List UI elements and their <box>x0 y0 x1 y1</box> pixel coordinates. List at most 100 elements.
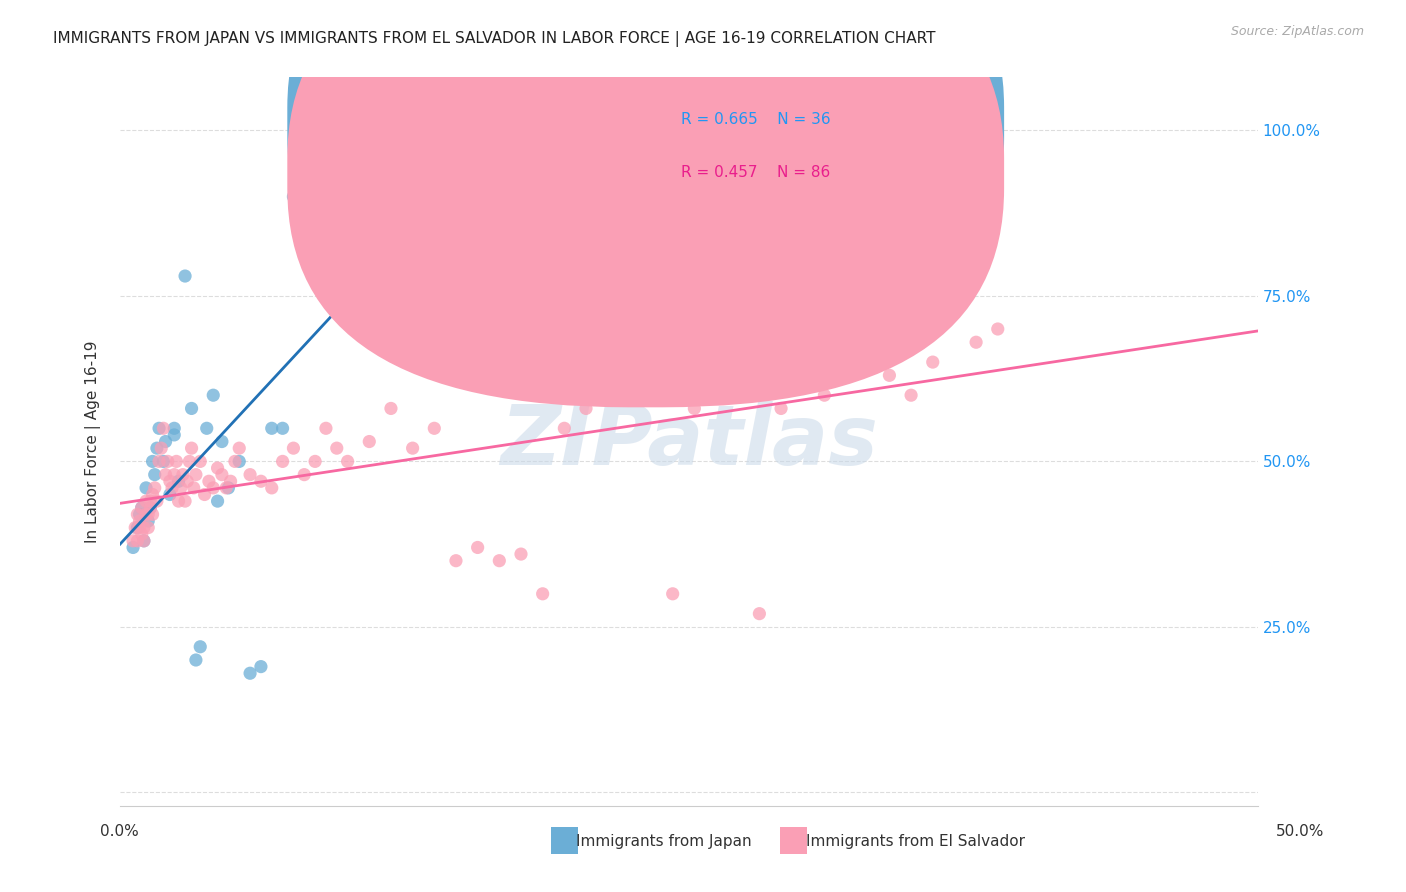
Point <box>202 481 225 495</box>
Point <box>215 481 238 495</box>
Point <box>152 454 174 468</box>
Point <box>142 487 165 501</box>
Point <box>183 481 205 495</box>
Point <box>135 508 157 522</box>
Point <box>167 494 190 508</box>
Point <box>553 421 575 435</box>
Text: Immigrants from Japan: Immigrants from Japan <box>576 834 752 848</box>
Point <box>260 481 283 495</box>
Point <box>124 520 146 534</box>
Point <box>131 527 153 541</box>
Point <box>315 421 337 435</box>
Point <box>174 268 197 283</box>
Point <box>188 454 211 468</box>
Point <box>127 508 149 522</box>
Point <box>661 587 683 601</box>
Point <box>326 441 349 455</box>
Point <box>132 533 155 548</box>
Point <box>921 355 943 369</box>
Point <box>467 541 489 555</box>
Point <box>250 475 273 489</box>
Point <box>132 520 155 534</box>
Point <box>180 441 202 455</box>
Text: Source: ZipAtlas.com: Source: ZipAtlas.com <box>1230 25 1364 38</box>
Point <box>239 666 262 681</box>
Point <box>127 533 149 548</box>
Point <box>228 441 250 455</box>
Point <box>160 481 183 495</box>
Point <box>359 434 381 449</box>
Text: IMMIGRANTS FROM JAPAN VS IMMIGRANTS FROM EL SALVADOR IN LABOR FORCE | AGE 16-19 : IMMIGRANTS FROM JAPAN VS IMMIGRANTS FROM… <box>53 31 936 47</box>
Point <box>195 421 218 435</box>
Point <box>575 401 598 416</box>
Point <box>704 388 727 402</box>
Point <box>531 587 554 601</box>
Point <box>211 467 233 482</box>
Point <box>163 421 186 435</box>
Point <box>136 514 159 528</box>
Point <box>128 514 150 528</box>
Point <box>359 169 381 184</box>
Point <box>224 454 246 468</box>
Point <box>239 467 262 482</box>
Point <box>163 428 186 442</box>
Point <box>856 355 879 369</box>
Point <box>640 355 662 369</box>
Point <box>155 467 177 482</box>
Point <box>170 481 193 495</box>
Point <box>146 494 169 508</box>
Point <box>152 421 174 435</box>
Point <box>965 335 987 350</box>
Point <box>219 475 242 489</box>
Point <box>955 216 977 230</box>
Point <box>128 508 150 522</box>
Point <box>150 441 173 455</box>
Point <box>211 434 233 449</box>
Point <box>155 434 177 449</box>
Point <box>122 533 145 548</box>
Point <box>135 481 157 495</box>
Point <box>180 401 202 416</box>
Point <box>380 401 402 416</box>
Point <box>283 189 305 203</box>
Point <box>727 335 749 350</box>
Point <box>167 475 190 489</box>
Point <box>193 487 215 501</box>
Point <box>127 520 149 534</box>
Text: R = 0.457    N = 86: R = 0.457 N = 86 <box>681 165 830 179</box>
Point <box>250 659 273 673</box>
Point <box>813 388 835 402</box>
Point <box>122 541 145 555</box>
Point <box>139 500 162 515</box>
Point <box>174 494 197 508</box>
Point <box>423 421 446 435</box>
Point <box>159 475 181 489</box>
Point <box>146 441 169 455</box>
Point <box>136 508 159 522</box>
Point <box>143 467 166 482</box>
Point <box>184 653 207 667</box>
Point <box>271 454 294 468</box>
Point <box>159 487 181 501</box>
Point <box>136 520 159 534</box>
Point <box>176 475 198 489</box>
Point <box>135 494 157 508</box>
Point <box>619 388 641 402</box>
Point <box>748 607 770 621</box>
Point <box>132 533 155 548</box>
Point <box>131 500 153 515</box>
Point <box>179 454 201 468</box>
Point <box>900 388 922 402</box>
Point <box>292 169 315 184</box>
Point <box>202 388 225 402</box>
Point <box>156 454 179 468</box>
Point <box>879 368 901 383</box>
Text: 50.0%: 50.0% <box>1277 824 1324 838</box>
Point <box>207 494 229 508</box>
Point <box>401 169 423 184</box>
Point <box>987 322 1010 336</box>
Text: ZIPatlas: ZIPatlas <box>501 401 877 482</box>
Text: R = 0.665    N = 36: R = 0.665 N = 36 <box>681 112 831 128</box>
Point <box>401 441 423 455</box>
FancyBboxPatch shape <box>287 0 1004 356</box>
